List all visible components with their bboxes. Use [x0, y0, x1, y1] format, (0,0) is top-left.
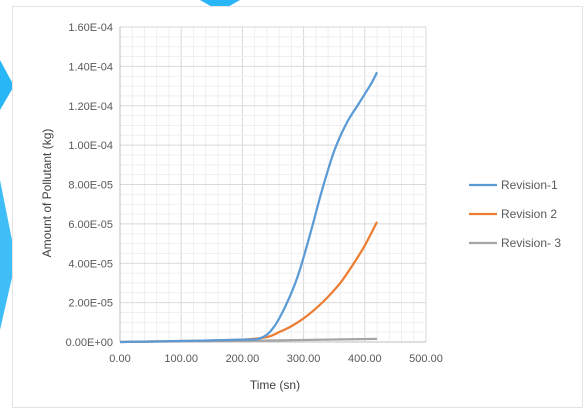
- x-axis-title: Time (sn): [250, 378, 300, 392]
- y-tick-label: 1.20E-04: [68, 101, 113, 113]
- y-tick-label: 1.00E-04: [68, 140, 113, 152]
- legend-label: Revision 2: [501, 207, 557, 221]
- tick-labels: 0.00 100.00 200.00 300.00 400.00 500.00 0.00E+…: [66, 22, 443, 365]
- y-tick-label: 2.00E-05: [68, 298, 113, 310]
- series-line-2: [119, 221, 379, 344]
- x-tick-label: 0.00: [109, 353, 130, 365]
- grid-lines: [119, 26, 427, 343]
- x-tick-label: 300.00: [287, 353, 321, 365]
- y-tick-label: 8.00E-05: [68, 180, 113, 192]
- y-tick-label: 0.00E+00: [66, 337, 113, 349]
- y-tick-label: 6.00E-05: [68, 219, 113, 231]
- x-tick-label: 200.00: [226, 353, 260, 365]
- y-tick-label: 4.00E-05: [68, 258, 113, 270]
- series-line-1: [119, 71, 379, 344]
- legend: Revision-1 Revision 2 Revision- 3: [469, 178, 561, 250]
- legend-label: Revision-1: [501, 178, 558, 192]
- series-lines: [119, 71, 379, 344]
- line-chart: 0.00 100.00 200.00 300.00 400.00 500.00 0.00E+…: [40, 22, 561, 392]
- x-tick-label: 100.00: [164, 353, 198, 365]
- y-tick-label: 1.60E-04: [68, 22, 113, 34]
- x-tick-label: 500.00: [409, 353, 443, 365]
- x-tick-label: 400.00: [348, 353, 382, 365]
- y-tick-label: 1.40E-04: [68, 61, 113, 73]
- legend-label: Revision- 3: [501, 236, 561, 250]
- y-axis-title: Amount of Pollutant (kg): [40, 129, 54, 258]
- chart-area: 0.00 100.00 200.00 300.00 400.00 500.00 0.00E+…: [12, 6, 583, 408]
